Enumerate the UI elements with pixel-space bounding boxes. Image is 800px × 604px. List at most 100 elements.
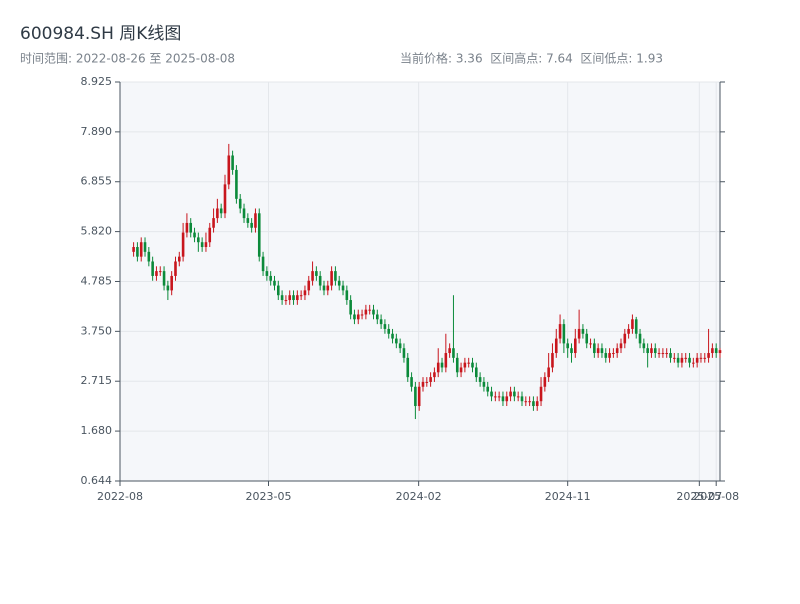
candle-body (589, 343, 592, 345)
candle-body (692, 362, 695, 364)
candle-body (147, 251, 151, 262)
candle-body (634, 319, 638, 334)
candle-body (337, 280, 341, 286)
y-tick-label: 3.750 (81, 324, 113, 337)
candle-body (478, 377, 482, 382)
candle-body (257, 213, 261, 257)
candle-body (181, 232, 185, 257)
candle-body (254, 213, 257, 228)
candle-body (497, 396, 501, 398)
candle-body (189, 222, 193, 233)
candle-body (551, 353, 554, 368)
candle-body (627, 328, 630, 334)
candle-body (600, 348, 604, 354)
candle-body (440, 362, 444, 368)
candle-body (467, 362, 470, 364)
candle-body (349, 300, 352, 315)
candle-body (326, 285, 330, 291)
candle-body (383, 324, 387, 329)
candle-body (265, 271, 269, 276)
candle-body (463, 362, 467, 368)
y-tick-label: 0.644 (81, 474, 113, 487)
candle-body (490, 391, 493, 397)
candle-body (197, 237, 200, 243)
candle-body (322, 285, 326, 291)
candle-body (574, 338, 577, 354)
candle-body (345, 290, 349, 301)
candle-body (223, 184, 227, 214)
candle-body (703, 357, 707, 359)
candle-body (151, 261, 154, 276)
candle-body (486, 386, 490, 392)
candle-body (398, 343, 402, 349)
candle-body (669, 353, 672, 358)
candle-body (444, 353, 448, 368)
candle-body (292, 295, 295, 301)
candle-body (216, 208, 219, 219)
candle-body (475, 367, 478, 378)
candle-body (558, 324, 562, 339)
candle-body (250, 222, 253, 228)
candle-body (162, 271, 166, 286)
candle-body (562, 324, 566, 344)
candle-body (593, 343, 596, 354)
candle-body (155, 271, 158, 276)
candle-body (448, 348, 451, 354)
candle-body (501, 396, 505, 402)
candle-body (219, 208, 223, 214)
candle-body (231, 155, 234, 170)
chart-title: 600984.SH 周K线图 (20, 24, 181, 44)
candle-body (318, 275, 322, 286)
y-tick-label: 6.855 (81, 175, 113, 188)
candle-body (429, 377, 432, 382)
candle-body (421, 381, 425, 387)
candle-body (158, 271, 162, 273)
candle-body (269, 275, 272, 281)
candle-body (684, 357, 688, 359)
candle-body (364, 309, 368, 315)
candle-body (368, 309, 371, 311)
candle-body (524, 401, 528, 403)
candle-body (174, 261, 177, 276)
candle-body (406, 357, 410, 378)
candle-body (676, 357, 680, 363)
candle-body (631, 319, 634, 329)
candle-body (570, 348, 573, 354)
candle-body (528, 401, 531, 403)
candle-body (227, 155, 231, 185)
candle-body (395, 338, 398, 344)
candle-body (638, 333, 642, 344)
candle-body (505, 396, 509, 402)
candle-body (471, 362, 474, 368)
candle-body (509, 391, 512, 397)
candle-body (653, 348, 657, 354)
candle-body (143, 242, 147, 252)
candle-body (623, 333, 627, 344)
candle-body (577, 328, 581, 339)
candle-body (166, 285, 170, 291)
candle-body (273, 280, 276, 286)
candle-body (673, 357, 676, 359)
candle-body (547, 367, 550, 378)
candle-body (360, 314, 364, 316)
y-tick-label: 2.715 (81, 374, 113, 387)
candle-body (387, 328, 391, 334)
candle-body (612, 353, 615, 355)
candle-body (452, 348, 455, 358)
candle-body (288, 295, 292, 301)
candle-body (482, 381, 486, 387)
candle-body (520, 396, 524, 402)
candle-body (657, 353, 661, 355)
y-tick-label: 5.820 (81, 225, 113, 238)
candle-body (185, 222, 189, 233)
candle-body (455, 357, 459, 373)
candle-body (414, 386, 417, 407)
candle-body (170, 275, 173, 291)
y-tick-label: 4.785 (81, 274, 113, 287)
x-tick-label: 2025-07 (676, 490, 722, 503)
candle-body (132, 247, 135, 252)
candle-body (242, 208, 246, 219)
candle-body (516, 396, 520, 398)
candle-body (535, 401, 539, 407)
